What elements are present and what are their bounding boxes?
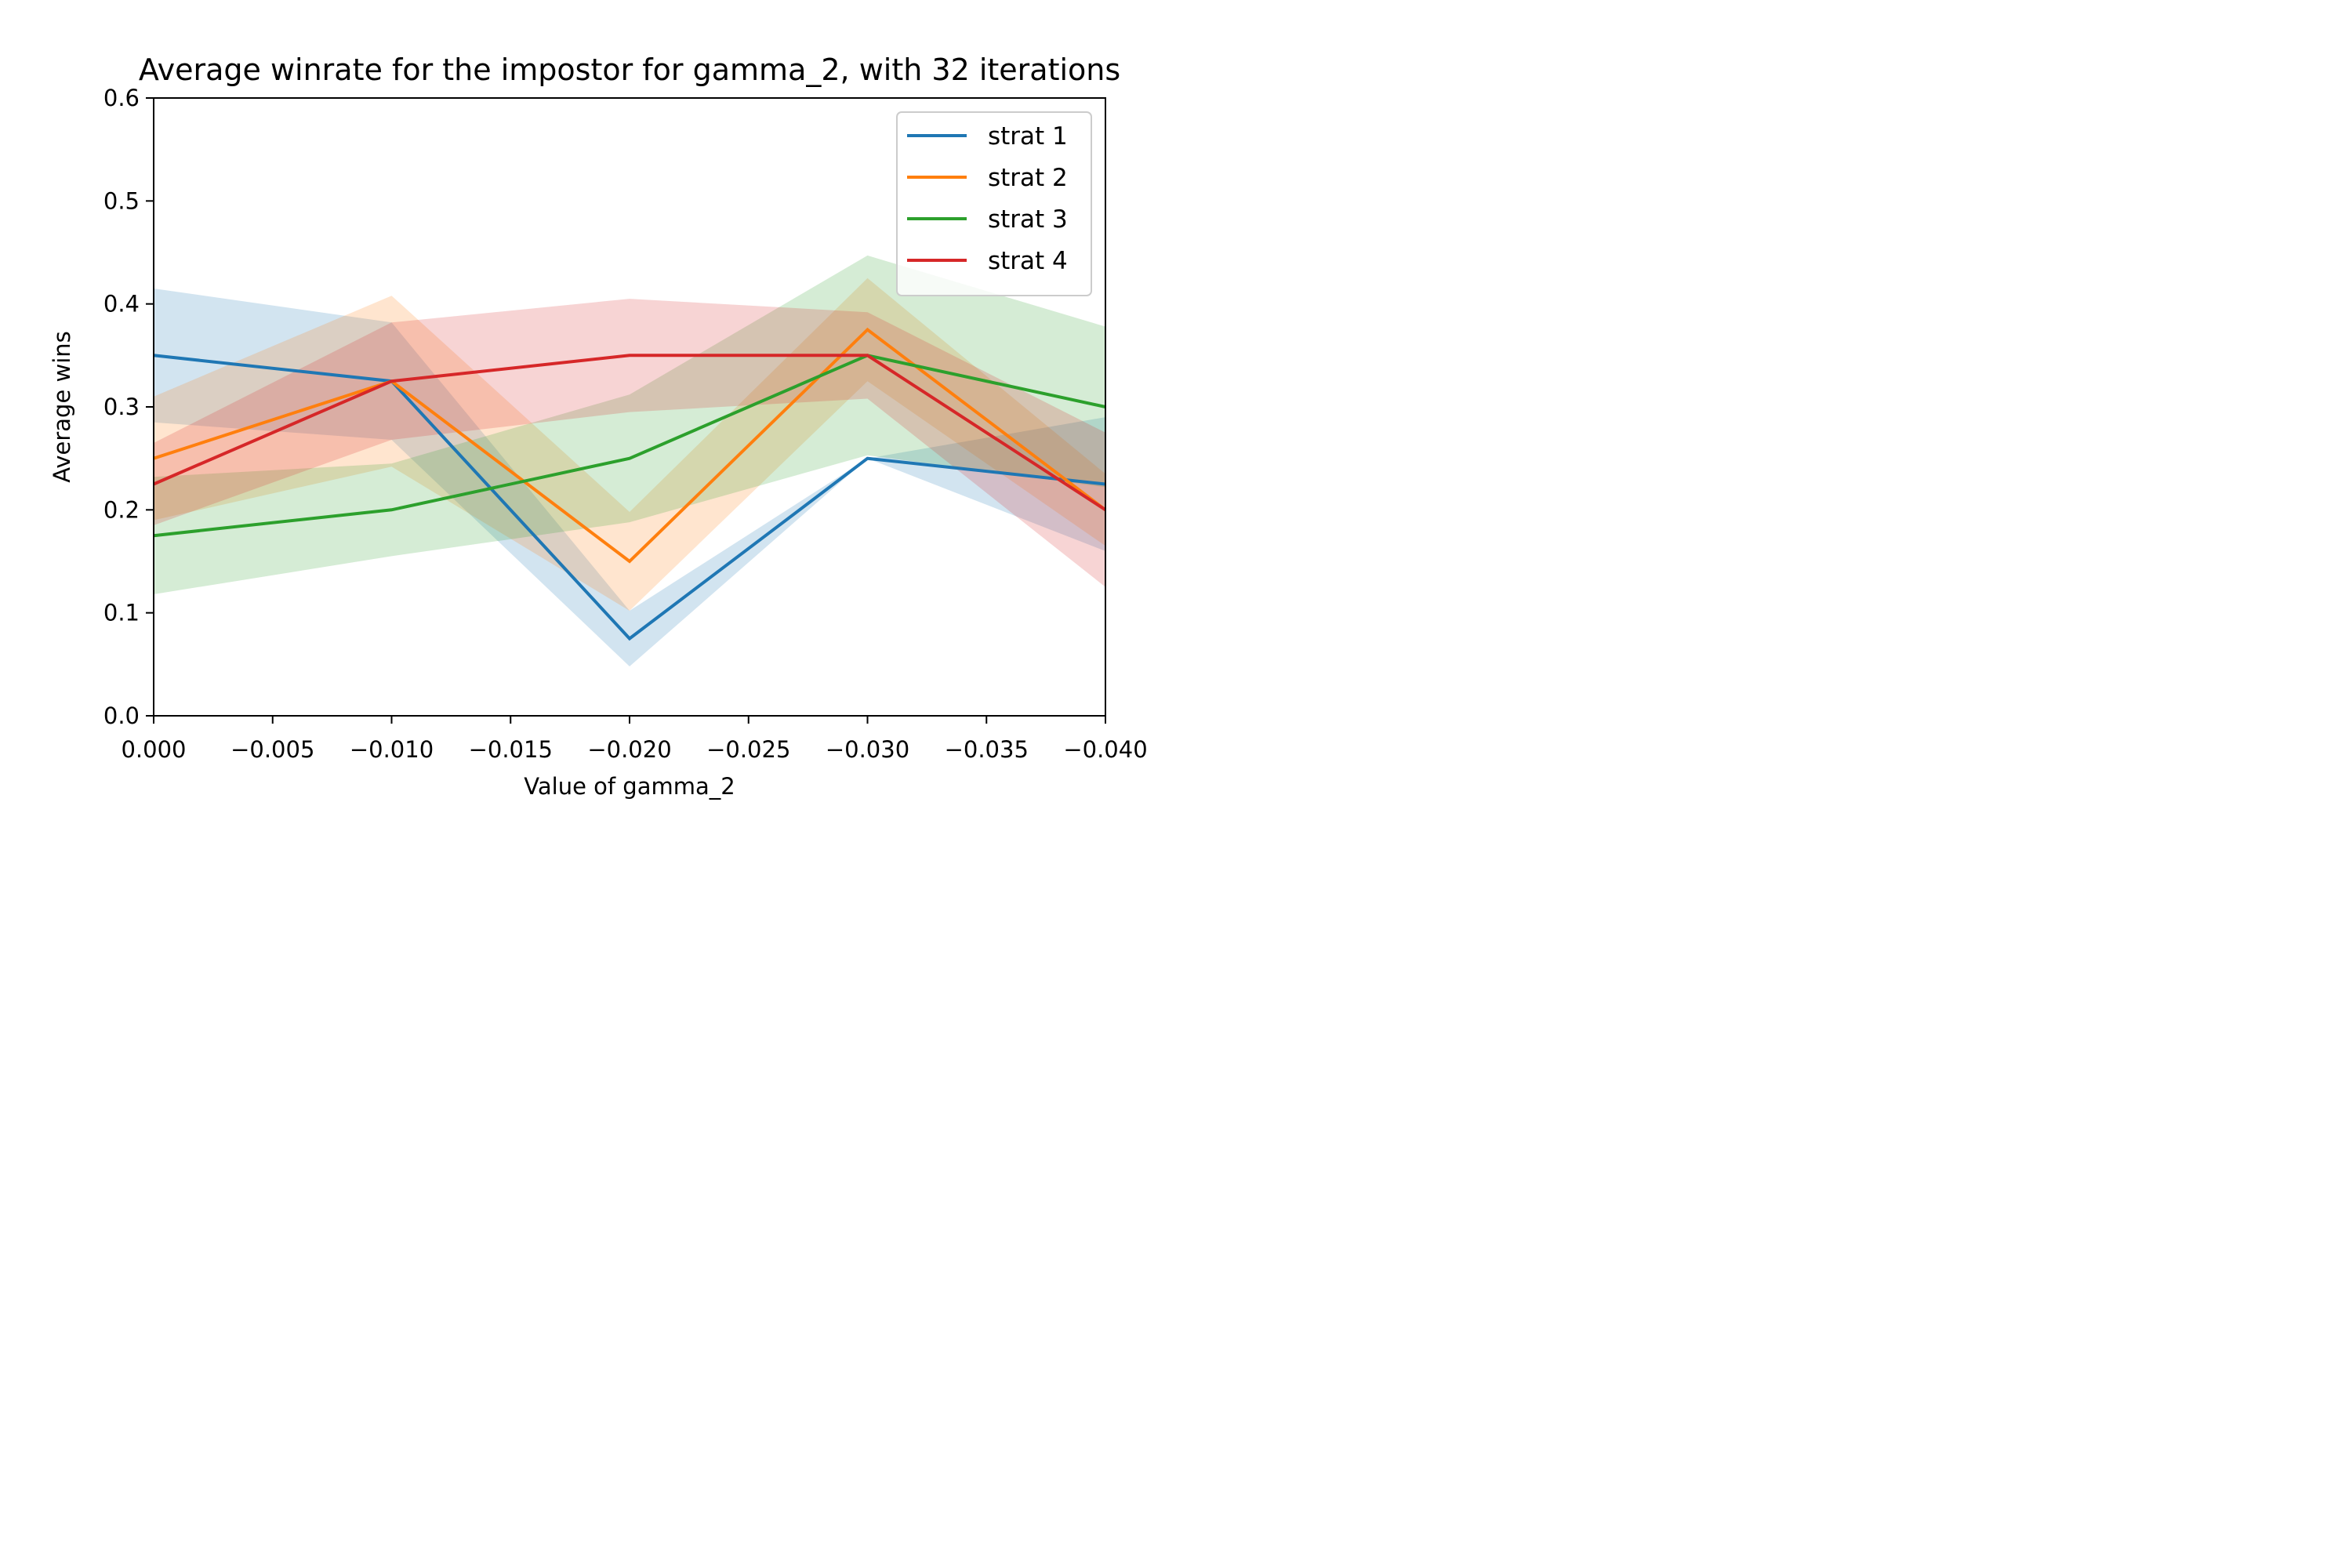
x-tick-label: −0.010 (350, 736, 434, 763)
y-tick-label: 0.5 (103, 187, 140, 214)
line-strat-3 (153, 354, 1106, 538)
x-tick-label: −0.025 (706, 736, 790, 763)
legend-box (896, 111, 1092, 296)
y-tick-label: 0.1 (103, 600, 140, 626)
x-tick-label: −0.020 (587, 736, 671, 763)
x-tick-label: −0.030 (826, 736, 909, 763)
y-axis-label: Average wins (49, 331, 75, 483)
y-tick-label: 0.6 (103, 85, 140, 111)
x-axis: 0.000 −0.005 −0.010 −0.015 −0.020 −0.025 −0.03… (121, 716, 1148, 763)
legend-label-strat-3: strat 3 (988, 205, 1068, 234)
band-strat-2 (154, 278, 1105, 611)
y-tick-label: 0.2 (103, 496, 140, 523)
x-axis-label: Value of gamma_2 (524, 773, 735, 800)
y-tick-label: 0.4 (103, 291, 140, 318)
chart-title: Average winrate for the impostor for gam… (139, 53, 1120, 87)
series-lines (153, 327, 1107, 641)
x-tick-label: 0.000 (121, 736, 186, 763)
legend-label-strat-1: strat 1 (988, 122, 1068, 151)
legend-label-strat-4: strat 4 (988, 247, 1068, 275)
x-tick-label: −0.035 (945, 736, 1029, 763)
line-chart: Average winrate for the impostor for gam… (0, 0, 1212, 817)
x-tick-label: −0.040 (1063, 736, 1147, 763)
line-strat-4 (153, 354, 1107, 511)
x-tick-label: −0.015 (469, 736, 553, 763)
band-strat-4 (154, 299, 1105, 587)
line-strat-1 (153, 354, 1106, 641)
legend-label-strat-2: strat 2 (988, 164, 1068, 192)
legend: strat 1 strat 2 strat 3 strat 4 (896, 111, 1092, 296)
x-tick-label: −0.005 (230, 736, 314, 763)
y-tick-label: 0.3 (103, 394, 140, 420)
y-tick-label: 0.0 (103, 702, 140, 729)
line-strat-2 (153, 327, 1107, 564)
y-axis: 0.0 0.1 0.2 0.3 0.4 0.5 0.6 (103, 85, 154, 729)
